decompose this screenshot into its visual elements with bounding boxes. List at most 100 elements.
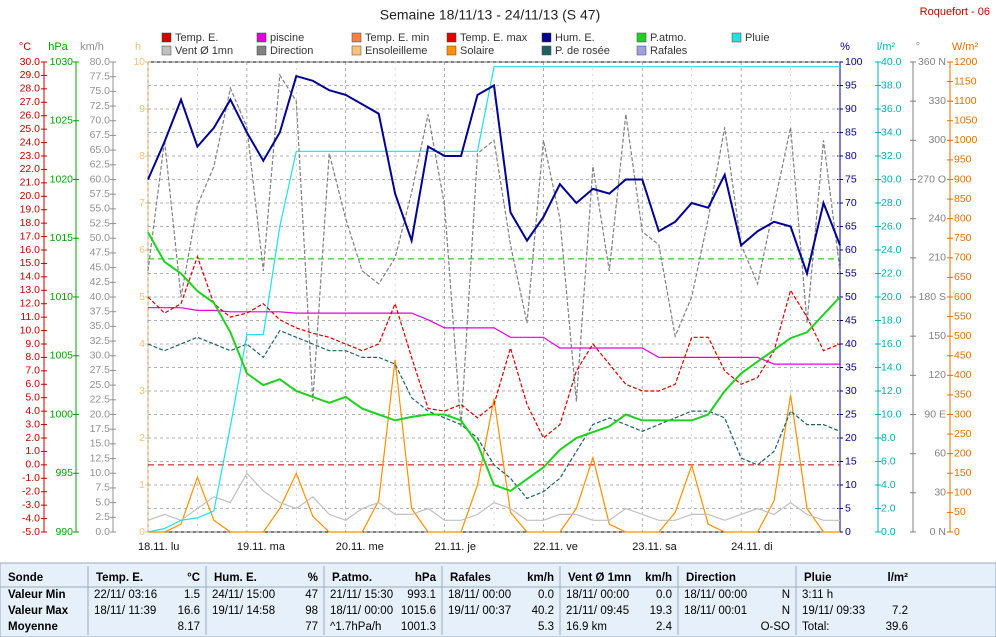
tick-label: 9 (139, 103, 145, 115)
tick-label: 25.0 (20, 123, 41, 135)
tick-label: 0 (954, 526, 960, 538)
legend-label: Temp. E. max (460, 32, 528, 44)
table-cell: 18/11/ 00:01 (684, 605, 747, 617)
tick-label: 2.5 (95, 511, 110, 523)
tick-label: 18.0 (20, 217, 41, 229)
tick-label: 1100 (954, 95, 977, 107)
table-cell: 16.9 km (566, 621, 607, 633)
tick-label: 4 (139, 338, 145, 350)
tick-label: 5 (139, 291, 145, 303)
tick-label: 50 (954, 506, 966, 518)
tick-label: 650 (954, 271, 972, 283)
legend-label: Hum. E. (555, 32, 595, 44)
legend-label: Solaire (460, 45, 494, 57)
table-header: Pluie (804, 572, 831, 584)
table-cell: 7.2 (892, 605, 908, 617)
tick-label: 1030 (50, 56, 74, 68)
axis-title: hPa (48, 41, 68, 53)
table-cell: 3:11 h (802, 589, 833, 601)
tick-label: 12.5 (90, 452, 111, 464)
tick-label: -5.0 (22, 526, 40, 538)
tick-label: 2.0 (25, 432, 40, 444)
tick-label: 6.0 (25, 378, 40, 390)
table-header-unit: °C (187, 572, 200, 584)
series-line (147, 329, 841, 500)
tick-label: 450 (954, 350, 972, 362)
tick-label: 35 (845, 361, 857, 373)
table-cell: 24/11/ 15:00 (212, 589, 275, 601)
legend-swatch (351, 32, 362, 43)
tick-label: 25.0 (90, 379, 111, 391)
tick-label: 37.5 (90, 305, 111, 317)
tick-label: 35.0 (90, 320, 111, 332)
tick-label: 1020 (50, 173, 74, 185)
tick-label: 90 (845, 103, 857, 115)
tick-label: 70.0 (90, 115, 111, 127)
table-header: Hum. E. (214, 572, 257, 584)
tick-label: 300 (954, 408, 972, 420)
tick-label: 12.0 (881, 385, 902, 397)
legend-swatch (256, 45, 267, 56)
axis-title: % (840, 41, 850, 53)
tick-label: 80.0 (90, 56, 111, 68)
tick-label: 360 N (918, 56, 946, 68)
series-line (147, 472, 840, 521)
tick-label: 5 (845, 502, 851, 514)
tick-label: 330 (928, 95, 946, 107)
station-name: Roquefort - 06 (920, 6, 990, 18)
tick-label: 67.5 (90, 129, 111, 141)
tick-label: 85 (845, 126, 857, 138)
tick-label: 2.0 (881, 502, 896, 514)
table-cell: O-SO (761, 621, 790, 633)
legend-swatch (446, 32, 457, 43)
tick-label: 10.0 (881, 408, 902, 420)
tick-label: 55.0 (90, 203, 111, 215)
legend-swatch (161, 32, 172, 43)
tick-label: 8.0 (881, 432, 896, 444)
x-tick-label: 20.11. me (336, 541, 384, 553)
legend-label: Pluie (745, 32, 769, 44)
tick-label: 60 (845, 244, 857, 256)
tick-label: 1000 (50, 408, 74, 420)
tick-label: 23.0 (20, 150, 41, 162)
tick-label: 95 (845, 79, 857, 91)
table-row-label: Valeur Min (8, 589, 66, 601)
tick-label: 17.0 (20, 230, 41, 242)
axis-title: °C (19, 41, 31, 53)
tick-label: 3 (139, 385, 145, 397)
tick-label: 400 (954, 369, 972, 381)
table-cell: 0.0 (656, 589, 672, 601)
table-row-label: Valeur Max (8, 605, 69, 617)
table-cell: 18/11/ 00:00 (566, 589, 629, 601)
tick-label: 28.0 (881, 197, 902, 209)
tick-label: 120 (928, 369, 946, 381)
series-line (147, 231, 841, 493)
tick-label: 30.0 (20, 56, 41, 68)
table-cell: N (782, 605, 790, 617)
table-header-unit: l/m² (888, 572, 909, 584)
tick-label: 10.0 (90, 467, 111, 479)
tick-label: 34.0 (881, 126, 902, 138)
tick-label: 11.0 (20, 311, 40, 323)
table-row-label: Moyenne (8, 621, 58, 633)
table-cell: 993.1 (407, 589, 436, 601)
tick-label: 7 (139, 197, 145, 209)
tick-label: 20 (845, 432, 857, 444)
tick-label: 55 (845, 267, 857, 279)
tick-label: 65 (845, 220, 857, 232)
tick-label: 12.0 (20, 297, 41, 309)
legend-label: Ensoleilleme (365, 45, 427, 57)
table-cell: 19/11/ 09:33 (802, 605, 865, 617)
legend-label: P. de rosée (555, 45, 610, 57)
tick-label: 60 (934, 447, 946, 459)
series-line (147, 254, 841, 439)
table-header-unit: hPa (415, 572, 437, 584)
tick-label: 72.5 (90, 100, 111, 112)
tick-label: 20.0 (20, 190, 41, 202)
tick-label: 27.5 (90, 364, 111, 376)
axis-title: h (135, 41, 141, 53)
tick-label: 8.0 (25, 351, 40, 363)
tick-label: 17.5 (90, 423, 111, 435)
tick-label: 52.5 (90, 217, 111, 229)
